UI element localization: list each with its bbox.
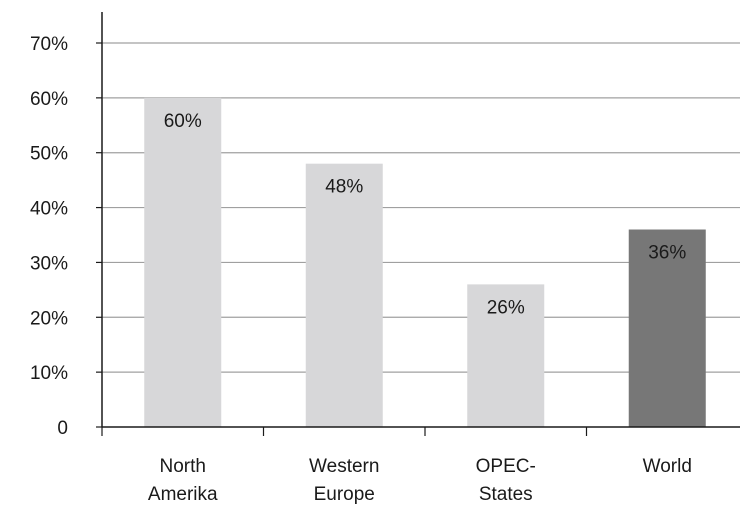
data-label: 36% <box>648 243 686 264</box>
data-label: 48% <box>325 177 363 198</box>
bars <box>144 97 706 427</box>
bar <box>628 229 706 427</box>
y-tick-label: 10% <box>30 363 68 384</box>
y-tick-label: 50% <box>30 144 68 165</box>
labels: 0 10% 20% 30% 40% 50% 60% 70% North Amerika Wester… <box>30 34 692 505</box>
y-tick-label: 60% <box>30 89 68 110</box>
y-tick-label: 0 <box>57 418 68 439</box>
y-tick-label: 30% <box>30 253 68 274</box>
y-tick-label: 70% <box>30 34 68 55</box>
category-label: World <box>643 456 692 477</box>
category-label: Amerika <box>148 484 218 505</box>
category-label: OPEC- <box>476 456 536 477</box>
category-label: North <box>160 456 206 477</box>
data-label: 60% <box>164 111 202 132</box>
data-label: 26% <box>487 297 525 318</box>
bar <box>144 97 222 427</box>
axes <box>96 12 740 436</box>
category-label: Europe <box>314 484 375 505</box>
y-tick-label: 20% <box>30 308 68 329</box>
bar <box>467 284 545 427</box>
bar <box>305 163 383 427</box>
category-label: Western <box>309 456 379 477</box>
y-tick-label: 40% <box>30 199 68 220</box>
category-label: States <box>479 484 533 505</box>
